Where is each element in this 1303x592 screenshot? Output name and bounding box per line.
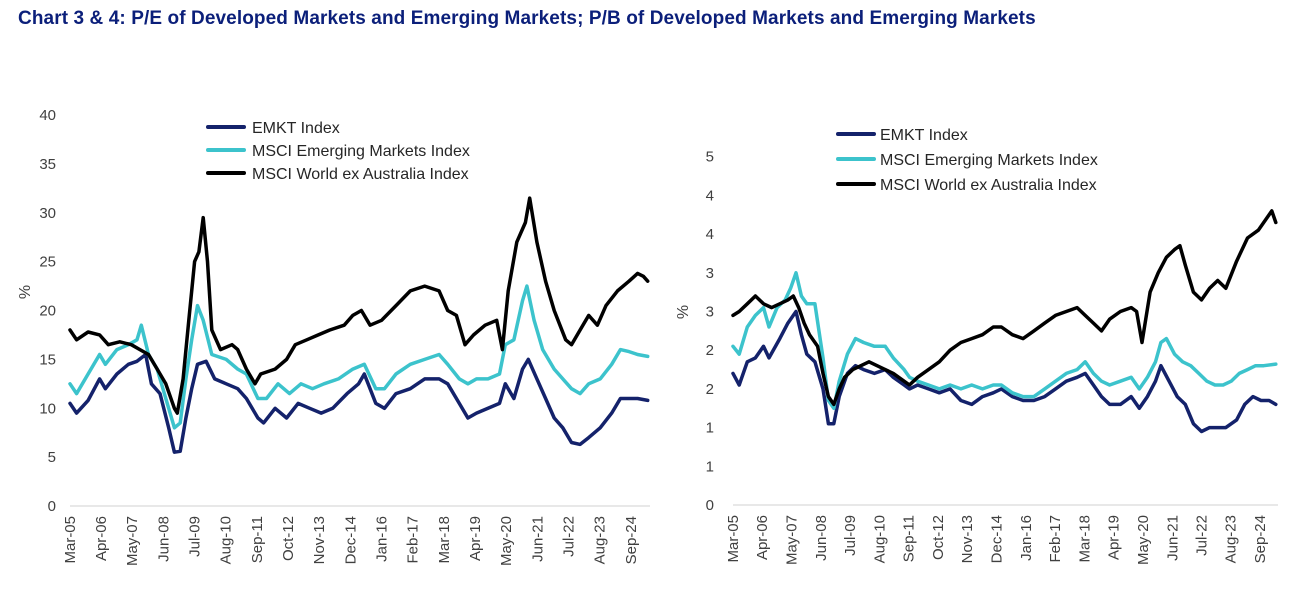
x-tick-label: Jul-22 — [561, 516, 578, 557]
y-tick-label: 40 — [39, 107, 56, 124]
y-tick-label: 20 — [39, 303, 56, 320]
y-tick-label: 2 — [706, 381, 714, 398]
page-title: Chart 3 & 4: P/E of Developed Markets an… — [18, 8, 1036, 29]
x-tick-label: Nov-13 — [959, 515, 976, 563]
x-tick-label: Jan-16 — [1018, 515, 1035, 561]
x-tick-label: Mar-05 — [725, 515, 742, 563]
x-tick-label: Mar-18 — [1076, 515, 1093, 563]
x-tick-label: Apr-19 — [467, 516, 484, 561]
x-tick-label: Aug-23 — [592, 516, 609, 564]
legend-label: EMKT Index — [880, 127, 968, 144]
y-tick-label: 4 — [706, 226, 714, 243]
y-tick-label: 10 — [39, 400, 56, 417]
x-tick-label: May-07 — [783, 515, 800, 565]
legend-label: MSCI Emerging Markets Index — [880, 152, 1098, 169]
x-tick-label: Sep-24 — [1252, 515, 1269, 563]
x-tick-label: Aug-10 — [218, 516, 235, 564]
x-tick-label: Sep-11 — [901, 515, 918, 562]
x-tick-label: Jun-08 — [813, 515, 830, 561]
x-tick-label: Jun-21 — [1164, 515, 1181, 561]
y-tick-label: 3 — [706, 304, 714, 321]
x-tick-label: Mar-18 — [436, 516, 453, 564]
x-tick-label: Feb-17 — [1047, 515, 1064, 563]
x-tick-label: Jul-22 — [1193, 515, 1210, 556]
legend-label: EMKT Index — [252, 120, 340, 137]
x-tick-label: Jan-16 — [374, 516, 391, 562]
x-tick-label: Dec-14 — [343, 516, 360, 564]
y-tick-label: 25 — [39, 254, 56, 271]
y-tick-label: 15 — [39, 351, 56, 368]
y-tick-label: 0 — [706, 497, 714, 514]
x-tick-label: Apr-19 — [1106, 515, 1123, 560]
x-tick-label: Sep-11 — [249, 516, 266, 563]
x-tick-label: Aug-10 — [871, 515, 888, 563]
y-tick-label: 1 — [706, 420, 714, 437]
series-line-emkt-index — [731, 309, 1278, 434]
x-tick-label: Nov-13 — [311, 516, 328, 564]
y-tick-label: 3 — [706, 265, 714, 282]
x-tick-label: Apr-06 — [93, 516, 110, 561]
x-tick-label: Apr-06 — [754, 515, 771, 560]
series-line-msci-emerging-markets-index — [731, 271, 1278, 411]
y-tick-label: 1 — [706, 458, 714, 475]
y-tick-label: 4 — [706, 187, 714, 204]
y-tick-label: 0 — [48, 498, 56, 515]
y-axis-label: % — [17, 285, 34, 299]
x-tick-label: Mar-05 — [62, 516, 79, 564]
x-tick-label: May-07 — [124, 516, 141, 566]
series-line-emkt-index — [68, 352, 650, 454]
legend-label: MSCI World ex Australia Index — [252, 166, 469, 183]
legend-label: MSCI World ex Australia Index — [880, 177, 1097, 194]
x-tick-label: May-20 — [1135, 515, 1152, 565]
x-tick-label: Jul-09 — [842, 515, 859, 556]
series-line-msci-world-ex-australia-index — [68, 196, 650, 415]
x-tick-label: Aug-23 — [1223, 515, 1240, 563]
x-tick-label: Feb-17 — [405, 516, 422, 564]
y-tick-label: 35 — [39, 156, 56, 173]
x-tick-label: Jul-09 — [187, 516, 204, 557]
y-tick-label: 5 — [48, 449, 56, 466]
x-tick-label: Jun-21 — [530, 516, 547, 562]
y-tick-label: 2 — [706, 342, 714, 359]
series-line-msci-world-ex-australia-index — [731, 209, 1278, 407]
x-tick-label: Jun-08 — [156, 516, 173, 562]
x-tick-label: Sep-24 — [623, 516, 640, 564]
legend-label: MSCI Emerging Markets Index — [252, 143, 470, 160]
x-tick-label: Dec-14 — [989, 515, 1006, 563]
y-tick-label: 30 — [39, 205, 56, 222]
y-tick-label: 5 — [706, 149, 714, 166]
x-tick-label: Oct-12 — [930, 515, 947, 560]
x-tick-label: May-20 — [498, 516, 515, 566]
x-tick-label: Oct-12 — [280, 516, 297, 561]
y-axis-label: % — [675, 305, 692, 319]
